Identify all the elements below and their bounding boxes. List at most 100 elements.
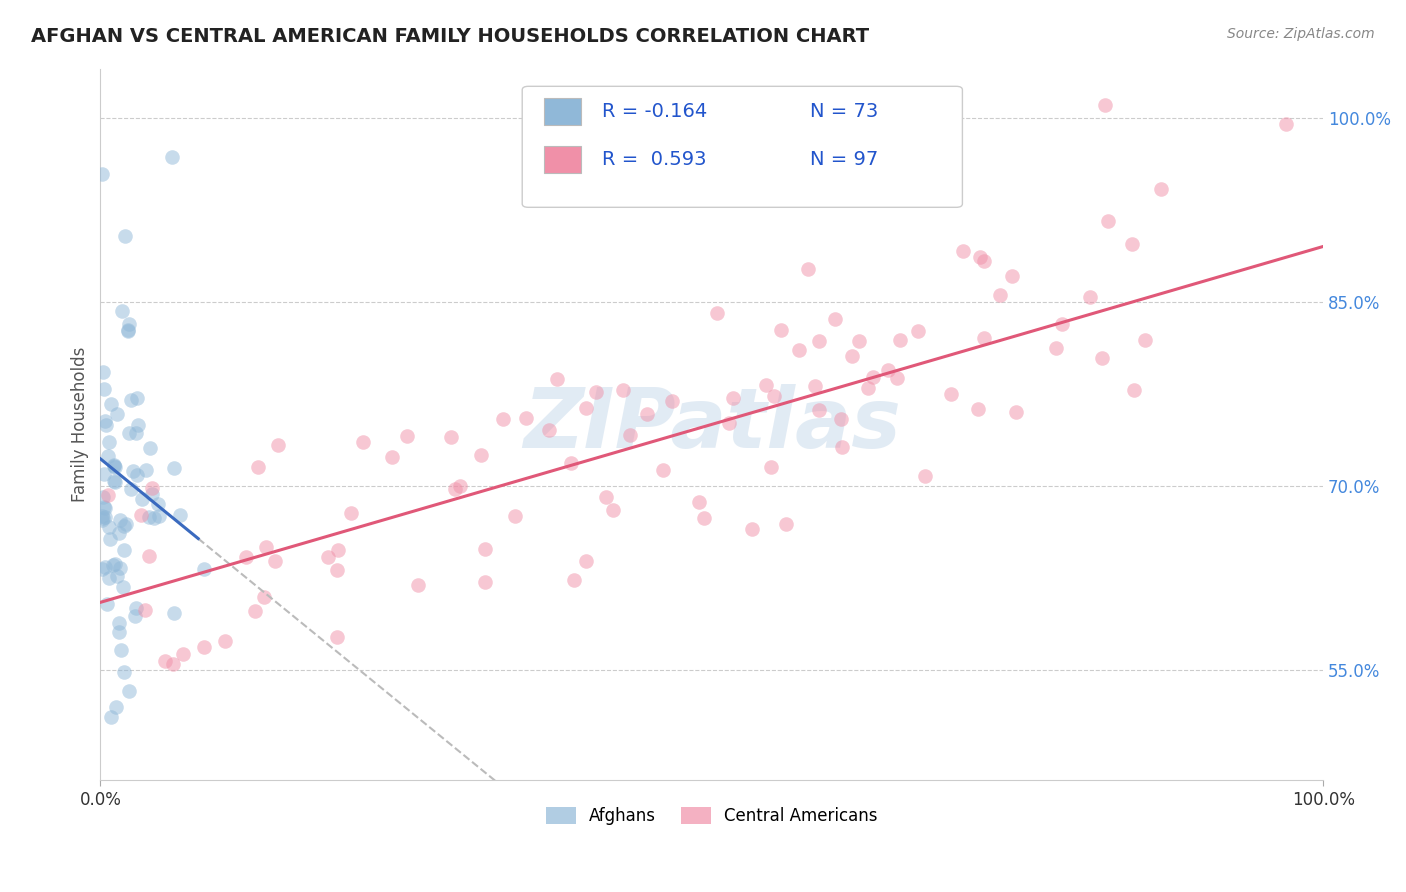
Point: [1097, 213, 1119, 227]
Point: [125, 426, 148, 441]
Point: [125, 601, 148, 615]
Point: [118, 426, 141, 441]
Point: [856, 381, 879, 395]
Point: [775, 517, 797, 532]
Point: [444, 483, 467, 497]
Point: [100, 397, 122, 411]
Point: [326, 563, 349, 577]
Point: [163, 606, 186, 620]
Point: [94, 510, 117, 524]
Point: [98, 571, 121, 585]
Point: [91, 365, 114, 379]
Point: [142, 511, 165, 525]
Point: [162, 657, 184, 672]
Text: R =  0.593: R = 0.593: [602, 150, 706, 169]
Point: [1001, 269, 1024, 284]
Point: [108, 615, 131, 630]
Point: [169, 508, 191, 522]
Point: [111, 580, 134, 594]
Point: [253, 590, 276, 604]
Point: [381, 450, 404, 464]
Point: [973, 331, 995, 345]
Point: [120, 392, 142, 407]
Point: [907, 324, 929, 338]
Point: [538, 423, 561, 437]
Point: [129, 508, 152, 522]
Point: [969, 250, 991, 264]
Point: [172, 647, 194, 661]
Point: [914, 469, 936, 483]
Point: [235, 550, 257, 565]
Point: [97, 450, 120, 464]
Point: [449, 479, 471, 493]
Point: [108, 624, 131, 639]
Point: [118, 317, 141, 331]
Point: [693, 511, 716, 525]
Point: [104, 700, 127, 714]
Point: [939, 387, 962, 401]
Text: N = 73: N = 73: [810, 102, 877, 120]
Text: R = -0.164: R = -0.164: [602, 102, 707, 120]
Point: [97, 435, 120, 450]
Point: [110, 561, 132, 575]
Point: [1091, 351, 1114, 366]
Point: [264, 554, 287, 568]
Point: [104, 557, 127, 571]
Point: [889, 333, 911, 347]
Point: [97, 488, 120, 502]
Point: [139, 441, 162, 455]
Point: [110, 512, 132, 526]
Point: [112, 542, 135, 557]
Point: [93, 467, 115, 482]
Bar: [544, 98, 581, 125]
Point: [148, 497, 170, 511]
Point: [503, 508, 526, 523]
Point: [120, 482, 142, 496]
Point: [105, 407, 128, 421]
Point: [1133, 333, 1156, 347]
Point: [741, 523, 763, 537]
Point: [759, 459, 782, 474]
Point: [575, 554, 598, 568]
Point: [93, 414, 115, 428]
Point: [103, 458, 125, 473]
FancyBboxPatch shape: [522, 87, 963, 207]
Point: [612, 383, 634, 397]
Point: [721, 391, 744, 405]
Point: [326, 630, 349, 644]
Point: [562, 573, 585, 587]
Y-axis label: Family Households: Family Households: [72, 347, 89, 502]
Point: [96, 597, 118, 611]
Point: [141, 486, 163, 500]
Point: [93, 500, 115, 515]
Point: [91, 490, 114, 504]
Point: [470, 448, 492, 462]
Point: [117, 324, 139, 338]
Point: [560, 456, 582, 470]
Point: [121, 464, 143, 478]
Point: [831, 441, 853, 455]
Point: [243, 603, 266, 617]
Point: [155, 654, 177, 668]
Point: [254, 540, 277, 554]
Point: [141, 481, 163, 495]
Point: [546, 372, 568, 386]
Point: [515, 410, 537, 425]
Point: [848, 334, 870, 349]
Point: [112, 665, 135, 680]
Point: [1150, 182, 1173, 196]
Point: [1121, 237, 1143, 252]
Point: [316, 549, 339, 564]
Point: [163, 460, 186, 475]
Point: [769, 323, 792, 337]
Point: [114, 228, 136, 243]
Point: [661, 393, 683, 408]
Text: N = 97: N = 97: [810, 150, 877, 169]
Point: [841, 349, 863, 363]
Point: [602, 503, 624, 517]
Point: [1094, 98, 1116, 112]
Point: [876, 363, 898, 377]
Point: [93, 382, 115, 396]
Point: [688, 495, 710, 509]
Point: [103, 474, 125, 488]
